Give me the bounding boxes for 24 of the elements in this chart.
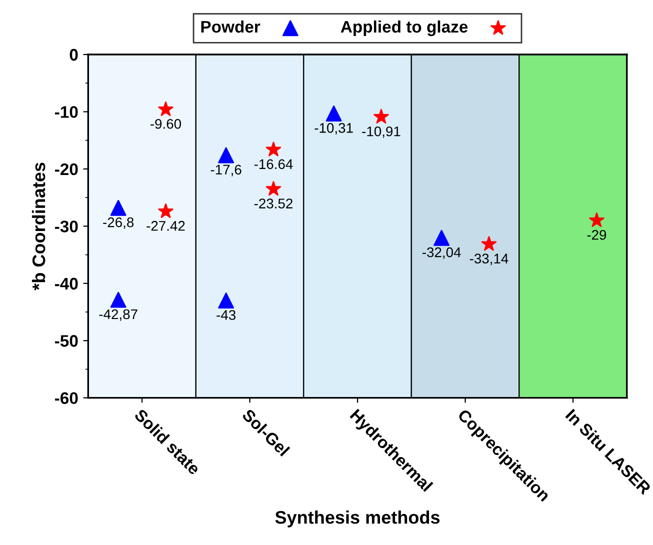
data-label: -26,8 xyxy=(103,217,134,229)
y-tick-label: -40 xyxy=(55,278,78,290)
data-label: -32,04 xyxy=(422,247,461,259)
y-tick-label: -50 xyxy=(55,335,78,347)
y-tick-label: -10 xyxy=(55,106,78,118)
data-label: -27.42 xyxy=(146,220,185,231)
data-label: -9.60 xyxy=(150,118,182,129)
data-label: -42,87 xyxy=(99,309,138,321)
data-label: -16.64 xyxy=(254,159,293,170)
y-axis-title: *b Coordinates xyxy=(32,162,46,290)
y-tick-label: -60 xyxy=(55,392,78,404)
data-label: -33,14 xyxy=(470,254,508,266)
data-label: -43 xyxy=(216,310,236,320)
y-tick-label: -30 xyxy=(55,220,78,232)
legend-label: Powder xyxy=(201,20,260,33)
x-axis-title: Synthesis methods xyxy=(275,510,440,528)
y-tick-label: -20 xyxy=(55,163,78,176)
data-label: -17,6 xyxy=(210,164,242,176)
y-tick-label: 0 xyxy=(70,48,78,61)
data-label: -29 xyxy=(587,230,606,240)
data-label: -10,91 xyxy=(362,126,400,138)
data-label: -23.52 xyxy=(254,198,292,208)
legend-label: Applied to glaze xyxy=(340,20,468,36)
data-label: -10,31 xyxy=(314,123,353,134)
